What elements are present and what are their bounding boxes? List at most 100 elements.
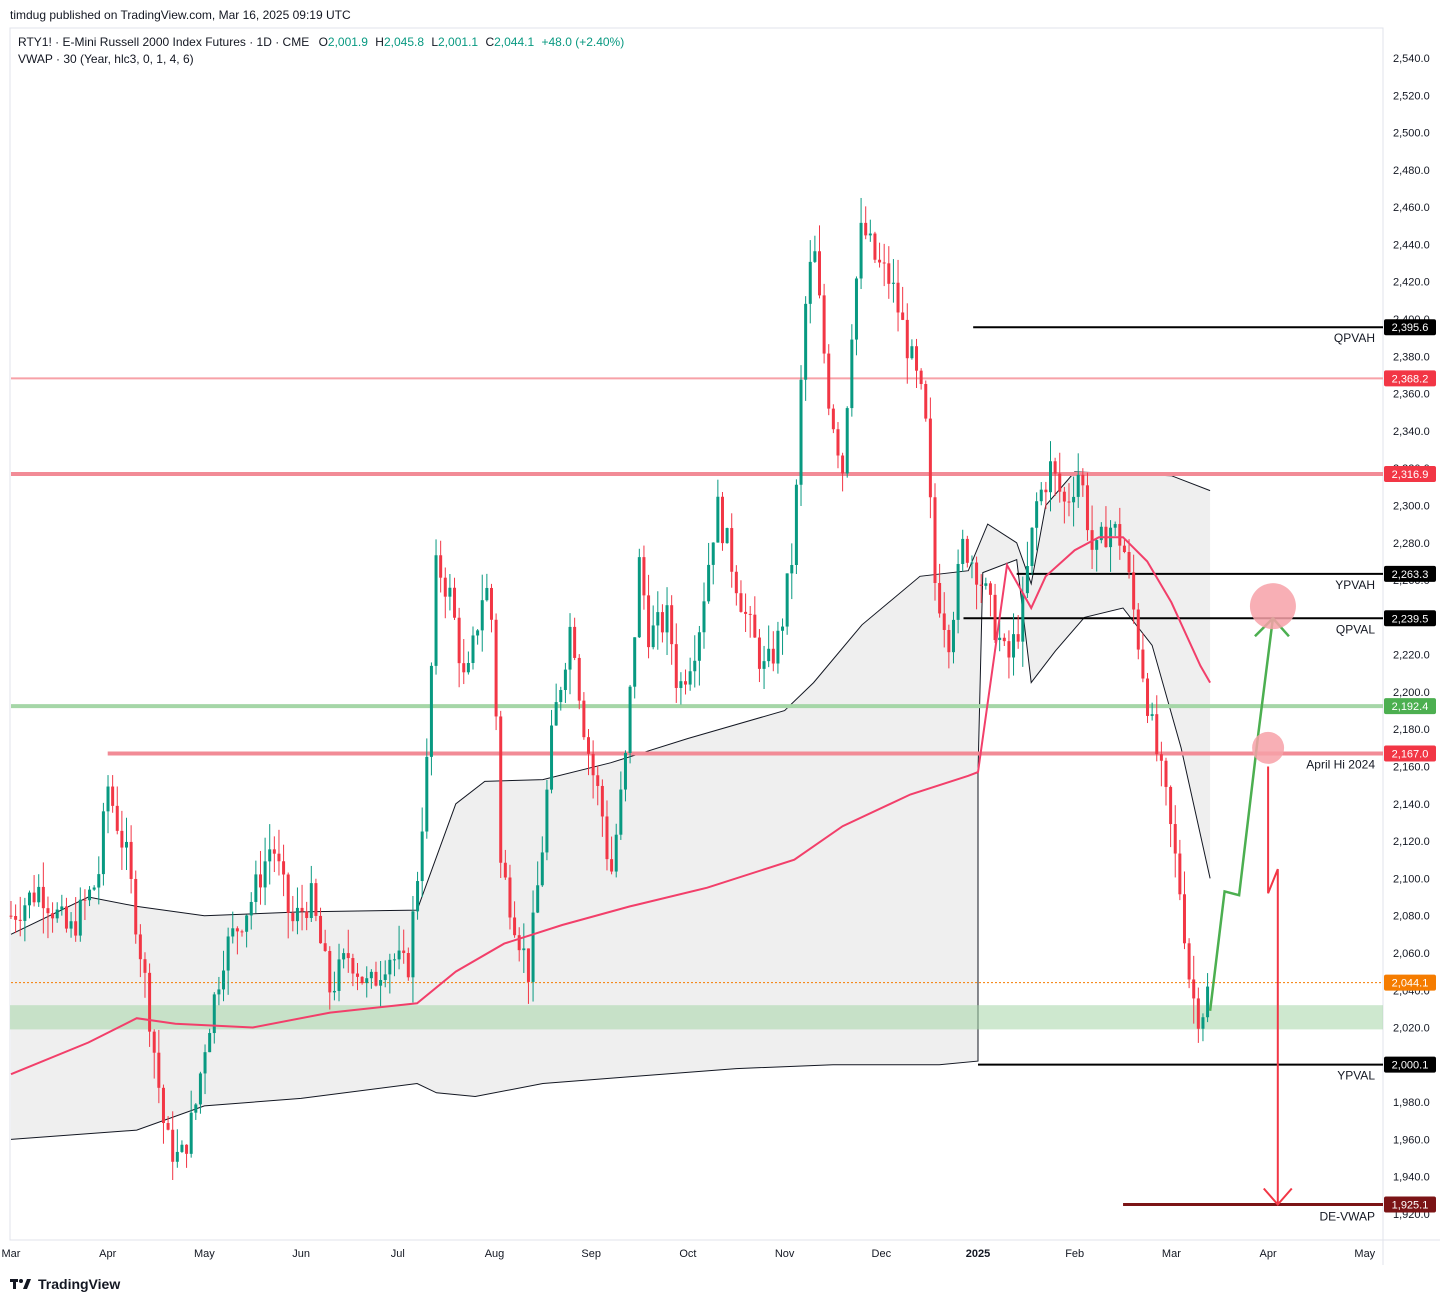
candle-body [614, 834, 618, 872]
price-tag-1 [1384, 370, 1436, 387]
candle-body [392, 959, 396, 961]
candle-body [785, 573, 789, 627]
candle-body [476, 630, 480, 636]
candle-body [161, 1087, 165, 1124]
candle-body [309, 883, 313, 918]
candle-body [125, 841, 128, 848]
candle-body [1058, 473, 1062, 492]
candle-body [813, 251, 817, 262]
candle-body [263, 861, 267, 888]
candle-body [804, 303, 808, 380]
candle-body [577, 657, 581, 701]
candle-body [942, 613, 946, 630]
candle-body [679, 681, 683, 688]
candle-body [1007, 641, 1011, 658]
candle-body [1095, 540, 1099, 550]
candle-body [670, 605, 674, 645]
price-tag-label-6: 2,167.0 [1392, 748, 1429, 760]
candle-body [1067, 501, 1071, 503]
candle-body [674, 644, 678, 688]
ohlc-high: H2,045.8 [375, 35, 425, 49]
x-tick-label: May [194, 1248, 215, 1260]
price-tag-8 [1384, 1056, 1436, 1073]
candle-body [1141, 649, 1145, 679]
candle-body [360, 976, 364, 984]
candle-body [573, 626, 577, 658]
candle-body [720, 496, 724, 544]
level-name-4: QPVAL [1336, 622, 1375, 636]
x-tick-label: Nov [775, 1248, 795, 1260]
indicator-legend[interactable]: VWAP · 30 (Year, hlc3, 0, 1, 4, 6) [18, 52, 194, 66]
candle-body [887, 263, 891, 284]
candle-body [64, 906, 68, 929]
price-tag-4 [1384, 610, 1436, 627]
candle-body [684, 681, 688, 685]
candle-body [245, 915, 249, 932]
candle-body [14, 915, 18, 920]
candle-body [268, 849, 272, 862]
vwap-lower-band [10, 558, 1211, 1140]
candle-body [633, 637, 637, 687]
candle-body [217, 989, 221, 995]
y-tick-label: 2,120.0 [1393, 836, 1430, 848]
x-tick-label: Apr [99, 1248, 116, 1260]
candle-body [1159, 754, 1163, 761]
candle-body [545, 789, 549, 853]
x-tick-label: Aug [485, 1248, 505, 1260]
candle-body [536, 885, 540, 913]
candle-body [175, 1151, 179, 1162]
ohlc-low: L2,001.1 [431, 35, 479, 49]
candle-body [1025, 566, 1029, 594]
candle-body [277, 853, 281, 862]
y-tick-label: 2,140.0 [1393, 799, 1430, 811]
candle-body [41, 886, 45, 909]
candle-body [896, 282, 900, 313]
candle-body [725, 528, 729, 544]
y-tick-label: 2,160.0 [1393, 762, 1430, 774]
candle-body [369, 971, 373, 979]
candle-body [873, 233, 877, 260]
candle-body [1118, 524, 1122, 546]
ohlc-close: C2,044.1 [485, 35, 535, 49]
candle-body [938, 583, 942, 614]
candle-body [1081, 474, 1085, 486]
candle-body [295, 907, 299, 922]
candle-body [203, 1052, 207, 1074]
y-tick-label: 2,300.0 [1393, 500, 1430, 512]
candle-body [143, 959, 147, 973]
projection-up-arrow [1208, 618, 1275, 1011]
candle-body [693, 660, 697, 672]
candle-body [337, 959, 341, 991]
candle-body [563, 669, 567, 690]
symbol-name[interactable]: RTY1! · E-Mini Russell 2000 Index Future… [18, 35, 310, 49]
candle-body [157, 1052, 161, 1088]
x-tick-label: May [1354, 1248, 1375, 1260]
candle-body [998, 637, 1002, 641]
candle-body [1196, 998, 1200, 1029]
candle-body [1132, 572, 1136, 610]
y-tick-label: 2,080.0 [1393, 911, 1430, 923]
candle-body [97, 874, 101, 888]
ohlc-change: +48.0 (+2.40%) [541, 35, 625, 49]
target-marker-1 [1252, 731, 1285, 764]
candle-body [1146, 678, 1150, 716]
candle-body [439, 555, 443, 578]
candle-body [101, 811, 105, 875]
candle-body [1113, 524, 1117, 528]
candle-body [988, 583, 992, 595]
candle-body [1099, 526, 1103, 541]
candle-body [591, 753, 595, 776]
candle-body [836, 429, 840, 456]
candle-body [1164, 760, 1168, 787]
candle-body [854, 278, 858, 340]
candle-body [776, 630, 780, 664]
candle-body [702, 601, 706, 633]
y-tick-label: 2,380.0 [1393, 351, 1430, 363]
level-name-8: YPVAL [1337, 1069, 1375, 1083]
candle-body [1169, 786, 1173, 825]
candle-body [767, 648, 771, 662]
candle-body [891, 282, 895, 284]
y-tick-label: 2,360.0 [1393, 389, 1430, 401]
candle-body [762, 661, 766, 669]
